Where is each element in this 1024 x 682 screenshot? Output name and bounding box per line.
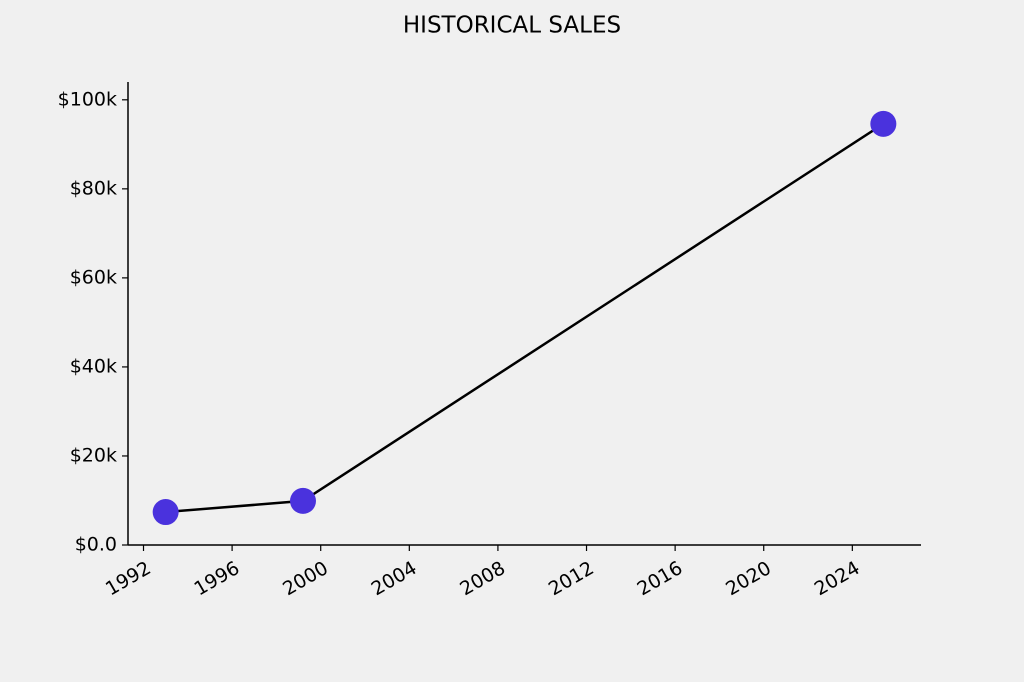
x-tick-label: 2004 [368, 557, 421, 600]
x-tick-label: 1996 [190, 557, 243, 600]
x-tick-label: 2016 [633, 557, 686, 600]
y-tick-label: $80k [70, 177, 117, 199]
point [152, 499, 179, 526]
x-tick-label: 2012 [545, 557, 598, 600]
line [165, 122, 885, 514]
y-tick-label: $100k [58, 88, 117, 110]
x-tick-label: 1992 [102, 557, 155, 600]
point [289, 487, 316, 514]
x-tick-label: 2008 [456, 557, 509, 600]
x-tick-label: 2020 [722, 557, 775, 600]
y-tick-label: $40k [70, 355, 117, 377]
point [870, 110, 897, 137]
y-tick-label: $60k [70, 266, 117, 288]
chart-title: HISTORICAL SALES [403, 13, 621, 39]
x-tick-label: 2024 [811, 557, 864, 600]
y-tick-label: $20k [70, 444, 117, 466]
y-tick-label: $0.0 [75, 534, 117, 556]
x-tick-label: 2000 [279, 557, 332, 600]
